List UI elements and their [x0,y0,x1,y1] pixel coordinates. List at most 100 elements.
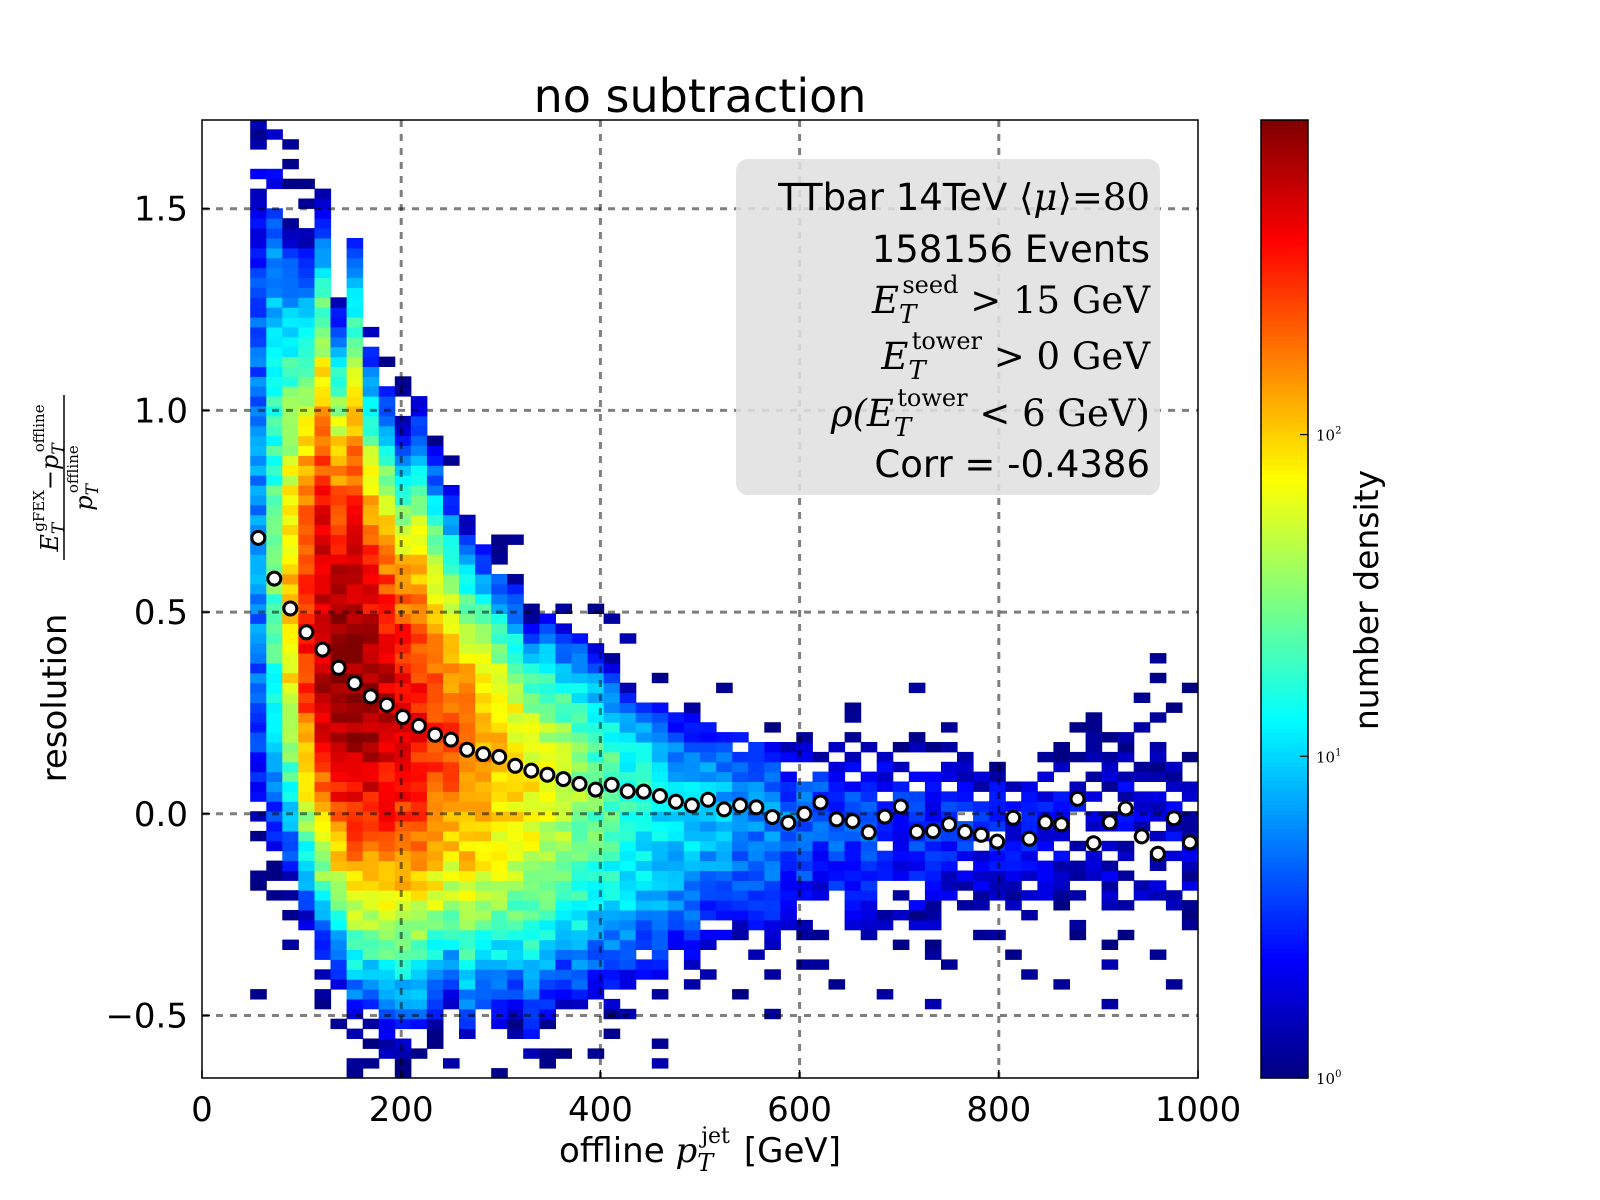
heatmap-cell [410,900,428,911]
heatmap-cell [266,672,283,684]
heatmap-cell [587,919,605,931]
colorbar-strip [1261,685,1308,691]
heatmap-cell [1053,801,1070,812]
heatmap-cell [266,712,283,723]
colorbar-strip [1261,484,1308,490]
heatmap-cell [571,801,589,812]
heatmap-cell [860,870,878,881]
heatmap-cell [346,504,364,516]
heatmap-cell [443,514,460,526]
heatmap-cell [507,593,524,605]
heatmap-cell [603,998,621,1010]
heatmap-cell [410,890,428,901]
heatmap-cell [571,989,589,1000]
heatmap-cell [459,722,476,733]
heatmap-cell [587,821,605,832]
heatmap-cell [1069,929,1087,941]
heatmap-cell [443,811,460,822]
colorbar-strip [1261,412,1308,418]
heatmap-cell [571,890,589,901]
heatmap-cell [876,830,894,842]
heatmap-cell [443,524,460,535]
heatmap-cell [346,366,364,377]
heatmap-cell [796,751,813,763]
heatmap-cell [362,415,380,427]
heatmap-cell [282,415,299,427]
heatmap-cell [378,781,396,792]
heatmap-cell [330,870,348,881]
heatmap-cell [394,465,412,476]
heatmap-cell [426,900,444,911]
colorbar-strip [1261,431,1308,437]
heatmap-cell [491,969,508,980]
heatmap-cell [314,554,332,565]
heatmap-cell [346,406,364,417]
heatmap-cell [330,880,348,891]
heatmap-cell [346,761,364,773]
heatmap-cell [314,969,332,980]
heatmap-cell [587,712,605,723]
heatmap-cell [1149,811,1167,822]
heatmap-cell [266,297,283,308]
heatmap-cell [924,870,942,881]
heatmap-cell [523,662,540,674]
heatmap-cell [475,593,492,605]
heatmap-cell [330,425,348,437]
heatmap-cell [1053,850,1070,862]
heatmap-cell [459,672,476,684]
heatmap-cell [924,850,942,862]
heatmap-cell [973,900,990,911]
heatmap-cell [683,860,701,871]
colorbar-strip [1261,249,1308,255]
heatmap-cell [443,979,460,990]
colorbar-strip [1261,857,1308,864]
heatmap-cell [924,742,942,753]
heatmap-cell [619,949,637,960]
heatmap-cell [362,949,380,960]
heatmap-cell [780,840,797,852]
heatmap-cell [780,870,797,881]
heatmap-cell [1165,830,1183,842]
heatmap-cell [394,672,412,684]
colorbar-strip [1261,129,1308,135]
heatmap-cell [426,969,444,980]
heatmap-cell [587,672,605,684]
heatmap-cell [844,840,862,852]
colorbar-strip [1261,153,1308,159]
heatmap-cell [539,712,556,723]
heatmap-cell [314,939,332,950]
heatmap-cell [683,880,701,891]
heatmap-cell [426,939,444,950]
heatmap-cell [250,722,267,733]
colorbar-strip [1261,943,1308,950]
heatmap-cell [491,633,508,644]
heatmap-cell [812,830,830,842]
heatmap-cell [266,860,283,871]
heatmap-cell [651,771,669,782]
heatmap-cell [635,910,653,921]
heatmap-cell [410,564,428,575]
heatmap-cell [378,801,396,812]
heatmap-cell [491,653,508,664]
heatmap-cell [314,623,332,634]
heatmap-cell [314,366,332,377]
heatmap-cell [459,692,476,703]
colorbar-strip [1261,872,1308,878]
heatmap-cell [732,890,749,901]
colorbar-strip [1261,531,1308,538]
heatmap-cell [796,830,813,842]
heatmap-cell [973,860,990,871]
heatmap-cell [282,445,299,456]
heatmap-cell [828,771,846,782]
heatmap-cell [282,475,299,486]
heatmap-cell [780,801,797,812]
heatmap-cell [539,751,556,763]
heatmap-cell [362,524,380,535]
heatmap-cell [619,929,637,941]
heatmap-cell [908,771,926,782]
heatmap-cell [298,524,315,535]
heatmap-cell [716,682,733,694]
heatmap-cell [378,396,396,407]
heatmap-cell [346,475,364,486]
heatmap-cell [491,603,508,614]
